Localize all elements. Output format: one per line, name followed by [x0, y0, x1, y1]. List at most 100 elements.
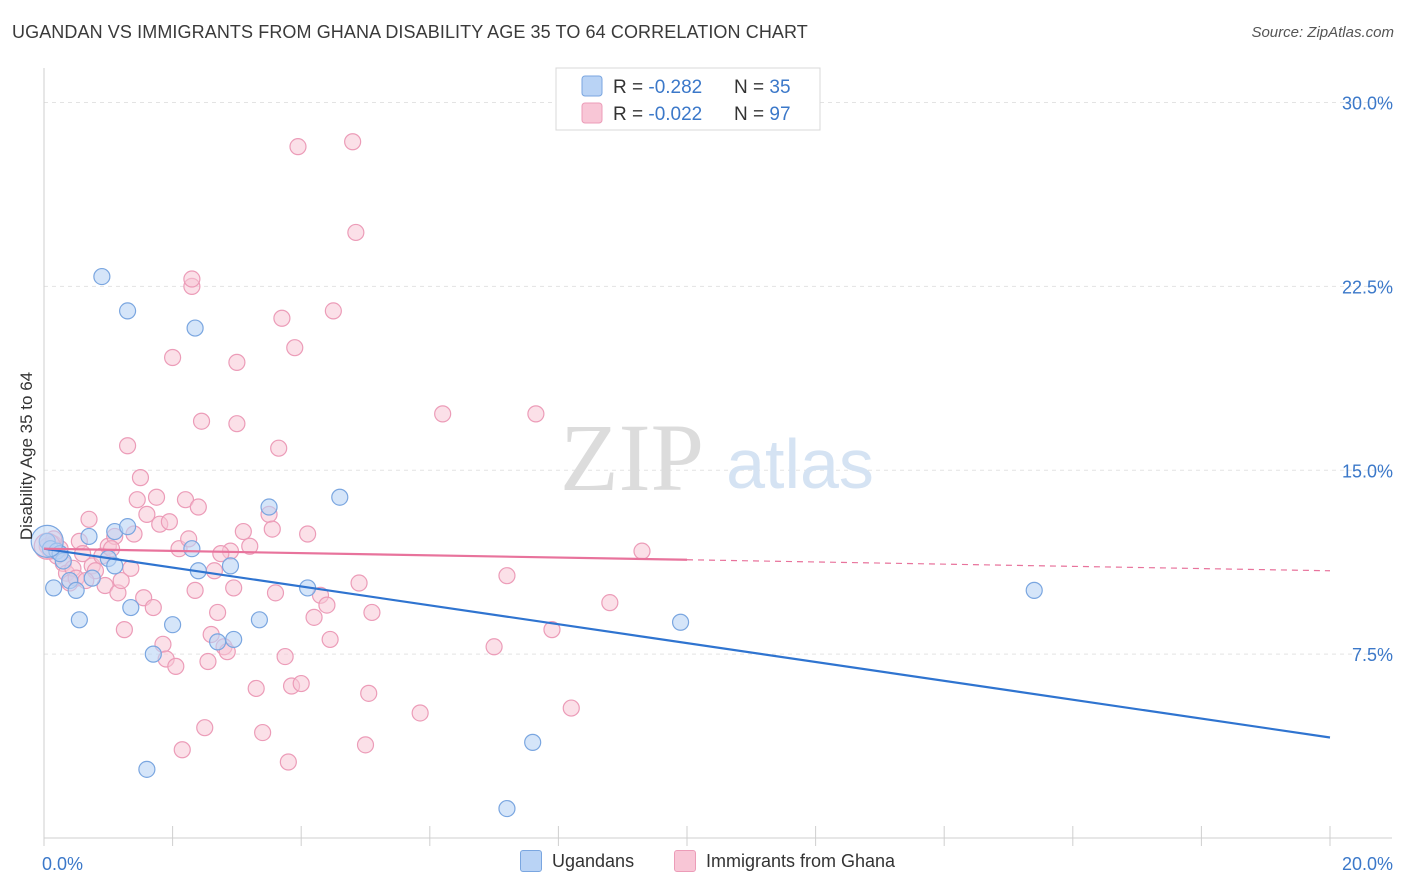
data-point-ghana: [498, 567, 516, 585]
trend-line-ghana: [43, 547, 688, 561]
data-point-ghana: [292, 674, 310, 693]
legend-item-ugandans: Ugandans: [520, 850, 634, 872]
data-point-ghana: [212, 545, 230, 563]
legend-swatch-ugandans: [520, 850, 542, 872]
data-point-ugandan: [118, 518, 137, 536]
data-point-ghana: [196, 719, 214, 737]
svg-text:R = -0.022: R = -0.022: [613, 104, 702, 125]
data-point-ugandan: [498, 799, 516, 818]
stats-legend: R = -0.282 N = 35 R = -0.022 N = 97: [555, 67, 821, 131]
data-point-ghana: [286, 339, 304, 357]
data-point-ghana: [147, 488, 166, 506]
svg-text:R = -0.282: R = -0.282: [613, 77, 702, 98]
data-point-ghana: [228, 353, 246, 371]
data-point-ghana: [543, 621, 561, 639]
data-point-ghana: [209, 603, 227, 622]
data-point-ghana: [131, 469, 150, 487]
legend-label-ghana: Immigrants from Ghana: [706, 850, 896, 871]
watermark-zip: ZIP: [560, 404, 704, 511]
data-point-ghana: [254, 723, 272, 742]
data-point-ghana: [601, 594, 619, 612]
data-point-ghana: [263, 520, 281, 538]
data-point-ghana: [324, 302, 342, 320]
watermark-atlas: atlas: [726, 425, 874, 503]
data-point-ugandan: [118, 302, 137, 320]
y-tick-label: 22.5%: [1342, 277, 1393, 297]
data-point-ugandan: [524, 733, 542, 751]
data-point-ghana: [144, 598, 162, 617]
data-point-ghana: [241, 537, 259, 555]
bottom-legend: Ugandans Immigrants from Ghana: [0, 850, 1406, 878]
data-point-ghana: [350, 574, 368, 592]
data-point-ghana: [234, 522, 252, 541]
data-point-ugandan: [250, 611, 269, 629]
legend-swatch-ghana: [581, 102, 603, 124]
data-point-ghana: [160, 513, 178, 531]
data-point-ugandan: [122, 598, 140, 617]
y-axis-label: Disability Age 35 to 64: [17, 372, 36, 540]
legend-r-value: -0.022: [648, 104, 702, 125]
data-point-ghana: [299, 525, 317, 543]
legend-r-label: R =: [613, 77, 648, 98]
data-point-ugandan: [260, 498, 278, 516]
data-point-ghana: [411, 704, 429, 722]
data-point-ugandan: [138, 760, 156, 778]
legend-n-value: 97: [769, 104, 790, 125]
legend-n-label: N =: [734, 77, 769, 98]
trend-line-ghana-extrapolated: [686, 559, 1331, 572]
data-point-ghana: [266, 584, 285, 602]
x-tick-labels: 0.0% 20.0%: [42, 854, 1393, 874]
legend-item-ghana: Immigrants from Ghana: [674, 850, 895, 872]
data-point-ugandan: [225, 630, 243, 649]
data-point-ghana: [321, 630, 339, 649]
data-point-ghana: [318, 596, 336, 614]
data-point-ghana: [279, 753, 297, 771]
data-point-ghana: [115, 621, 133, 639]
data-point-ghana: [192, 412, 211, 430]
data-point-ghana: [112, 571, 130, 590]
data-point-ghana: [305, 608, 323, 626]
x-tick-label: 20.0%: [1342, 854, 1393, 874]
data-point-ghana: [80, 510, 98, 528]
legend-r-value: -0.282: [648, 77, 702, 98]
data-point-ugandan: [80, 527, 98, 546]
legend-swatch-ugandans: [581, 75, 603, 97]
data-point-ghana: [485, 638, 503, 656]
data-point-ghana: [167, 657, 185, 675]
data-point-ghana: [434, 405, 452, 423]
ugandan-points: [30, 267, 1043, 818]
chart-title: UGANDAN VS IMMIGRANTS FROM GHANA DISABIL…: [12, 22, 808, 42]
data-point-ugandan: [144, 645, 162, 663]
data-point-ghana: [186, 581, 204, 599]
data-point-ghana: [96, 576, 114, 595]
x-tick-label: 0.0%: [42, 854, 83, 874]
data-point-ghana: [199, 652, 217, 671]
data-point-ghana: [205, 562, 223, 580]
axes: [43, 68, 1392, 846]
ghana-points: [33, 133, 651, 771]
data-point-ugandan: [45, 579, 63, 597]
data-point-ugandan: [1025, 581, 1043, 599]
data-point-ugandan: [186, 319, 204, 337]
data-point-ugandan: [183, 540, 201, 558]
data-point-ugandan: [83, 569, 101, 587]
source-label: Source: ZipAtlas.com: [1251, 24, 1394, 41]
y-tick-label: 15.0%: [1342, 461, 1393, 481]
svg-text:N = 97: N = 97: [734, 104, 791, 125]
data-point-ghana: [128, 491, 146, 509]
data-point-ghana: [633, 542, 651, 560]
data-point-ugandan: [106, 557, 124, 575]
data-point-ghana: [138, 505, 156, 523]
data-point-ghana: [164, 348, 182, 367]
data-point-ghana: [189, 498, 207, 516]
data-point-ugandan: [93, 267, 111, 286]
legend-label-ugandans: Ugandans: [552, 850, 635, 871]
svg-text:N = 35: N = 35: [734, 77, 791, 98]
data-point-ghana: [527, 405, 545, 423]
legend-swatch-ghana: [674, 850, 696, 872]
data-point-ghana: [118, 437, 137, 455]
data-point-ghana: [273, 309, 291, 327]
data-point-ghana: [270, 439, 288, 457]
data-point-ghana: [289, 138, 307, 156]
